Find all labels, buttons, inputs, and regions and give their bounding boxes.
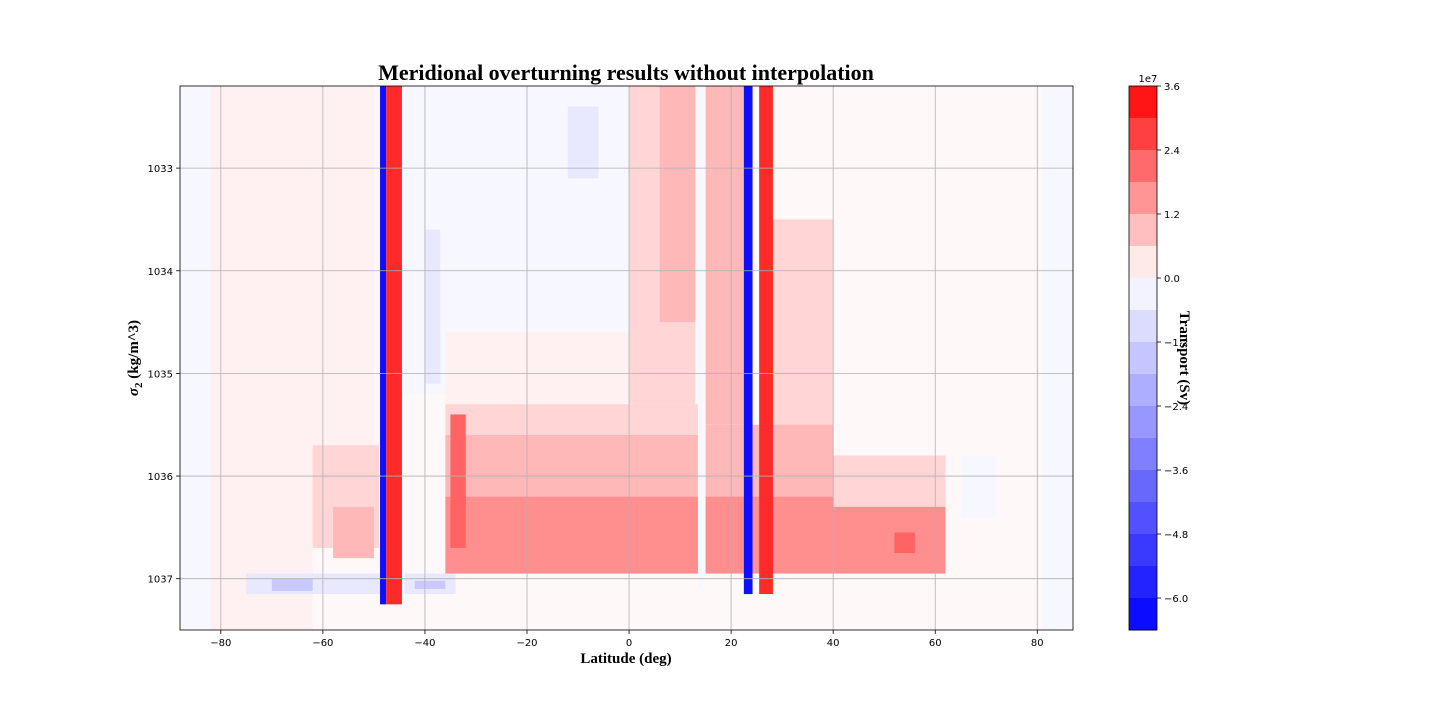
contour-region-20 xyxy=(771,219,834,456)
colorbar-band-9 xyxy=(1129,374,1157,407)
contour-region-0 xyxy=(180,86,211,630)
colorbar-tick-label-4: −1.2 xyxy=(1164,338,1188,349)
contour-region-31 xyxy=(743,86,753,595)
x-tick-label-1: −60 xyxy=(312,638,333,649)
chart-title: Meridional overturning results without i… xyxy=(378,60,874,85)
colorbar-label: Transport (Sv) xyxy=(1176,311,1192,405)
colorbar-tick-label-8: −6.0 xyxy=(1164,594,1188,605)
x-tick-label-8: 80 xyxy=(1031,638,1044,649)
colorbar-tick-label-3: 0.0 xyxy=(1164,274,1180,285)
y-axis-ticks: 1033 1034 1035 1036 1037 xyxy=(148,164,180,586)
colorbar-ticks: 3.6 2.4 1.2 0.0 −1.2 −2.4 −3.6 −4.8 −6.0 xyxy=(1157,82,1188,605)
contour-region-1 xyxy=(210,86,313,630)
colorbar-band-11 xyxy=(1129,438,1157,471)
contour-region-29 xyxy=(450,414,466,548)
x-tick-label-6: 40 xyxy=(827,638,840,649)
contour-region-23 xyxy=(833,455,946,507)
y-axis-label-symbol: σ xyxy=(126,387,142,396)
colorbar-offset-text: 1e7 xyxy=(1139,74,1158,85)
contour-field xyxy=(180,86,1073,630)
x-tick-label-5: 20 xyxy=(725,638,738,649)
contour-region-27 xyxy=(380,86,387,605)
colorbar-band-15 xyxy=(1129,566,1157,599)
contour-region-10 xyxy=(414,580,446,589)
y-tick-label-2: 1035 xyxy=(148,369,173,380)
colorbar-tick-label-1: 2.4 xyxy=(1164,146,1180,157)
contour-region-8 xyxy=(424,229,441,384)
colorbar-frame xyxy=(1128,85,1158,631)
colorbar-band-0 xyxy=(1129,86,1157,119)
colorbar-tick-label-7: −4.8 xyxy=(1164,530,1188,541)
y-tick-label-1: 1034 xyxy=(148,267,173,278)
x-tick-label-7: 60 xyxy=(929,638,942,649)
y-axis-label-units: (kg/m^3) xyxy=(126,320,142,382)
colorbar-tick-label-6: −3.6 xyxy=(1164,466,1188,477)
colorbar-band-14 xyxy=(1129,534,1157,567)
colorbar-band-1 xyxy=(1129,118,1157,151)
colorbar-tick-label-2: 1.2 xyxy=(1164,210,1180,221)
colorbar-band-2 xyxy=(1129,150,1157,183)
colorbar-band-13 xyxy=(1129,502,1157,535)
x-tick-label-4: 0 xyxy=(626,638,632,649)
y-tick-label-0: 1033 xyxy=(148,164,173,175)
colorbar-band-12 xyxy=(1129,470,1157,503)
contour-region-2 xyxy=(312,86,374,446)
colorbar-band-16 xyxy=(1129,598,1157,631)
contour-region-13 xyxy=(445,332,630,405)
colorbar-tick-label-0: 3.6 xyxy=(1164,82,1180,93)
contour-region-19 xyxy=(705,86,747,425)
colorbar-tick-label-5: −2.4 xyxy=(1164,402,1188,413)
y-axis-label: σ2 (kg/m^3) xyxy=(126,320,145,396)
colorbar xyxy=(1129,86,1157,631)
x-axis-label: Latitude (deg) xyxy=(580,651,671,667)
grid-lines xyxy=(180,86,1073,630)
x-tick-label-2: −40 xyxy=(414,638,435,649)
contour-region-30 xyxy=(697,86,704,589)
contour-region-25 xyxy=(960,455,997,518)
colorbar-band-3 xyxy=(1129,182,1157,215)
contour-region-16 xyxy=(445,496,701,574)
contour-region-24 xyxy=(894,532,915,554)
contour-region-32 xyxy=(759,86,773,595)
colorbar-band-7 xyxy=(1129,310,1157,343)
plot-frame xyxy=(179,85,1074,631)
x-tick-label-3: −20 xyxy=(516,638,537,649)
y-axis-label-subscript: 2 xyxy=(133,382,145,388)
colorbar-band-5 xyxy=(1129,246,1157,279)
contour-region-5 xyxy=(246,573,385,595)
colorbar-band-8 xyxy=(1129,342,1157,375)
y-tick-label-3: 1036 xyxy=(148,472,173,483)
colorbar-band-6 xyxy=(1129,278,1157,311)
contour-region-28 xyxy=(386,86,402,605)
contour-region-15 xyxy=(445,434,701,497)
colorbar-band-4 xyxy=(1129,214,1157,247)
x-tick-label-0: −80 xyxy=(210,638,231,649)
contour-region-4 xyxy=(333,506,374,559)
contour-region-6 xyxy=(271,578,313,591)
contour-region-14 xyxy=(445,404,701,435)
contour-region-26 xyxy=(1042,86,1073,630)
contour-region-12 xyxy=(567,106,599,179)
contour-region-18 xyxy=(659,86,696,323)
y-tick-label-4: 1037 xyxy=(148,575,173,586)
x-axis-ticks: −80 −60 −40 −20 0 20 40 60 80 xyxy=(210,630,1044,649)
colorbar-band-10 xyxy=(1129,406,1157,439)
